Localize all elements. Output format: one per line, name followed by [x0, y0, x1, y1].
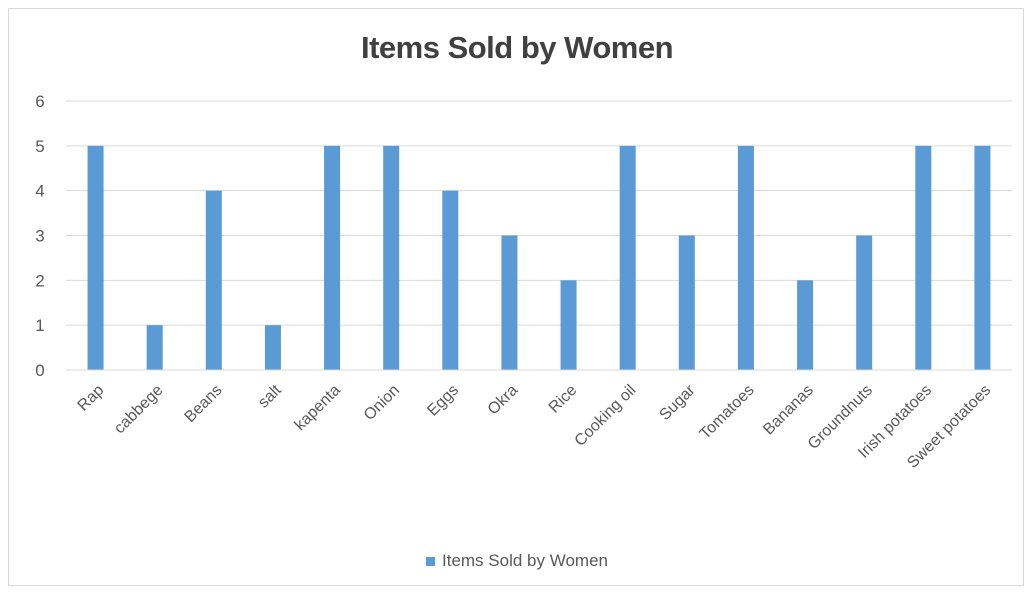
bar — [324, 145, 341, 370]
y-tick-label: 1 — [35, 316, 44, 335]
x-tick-label: salt — [255, 381, 285, 411]
y-tick-label: 0 — [35, 361, 44, 380]
y-tick-label: 3 — [35, 227, 44, 246]
x-tick-label: Rice — [546, 382, 581, 417]
bar — [146, 325, 163, 370]
bars — [87, 145, 991, 370]
bar — [619, 145, 636, 370]
y-tick-label: 2 — [35, 271, 44, 290]
y-tick-label: 6 — [35, 92, 44, 111]
x-axis-tick-labels: Rap cabbege Beans salt kapenta Onion Eggs Okra R… — [75, 381, 995, 471]
bar — [737, 145, 754, 370]
bar — [383, 145, 400, 370]
legend-label: Items Sold by Women — [442, 551, 608, 570]
y-tick-label: 4 — [35, 182, 44, 201]
bar — [797, 280, 814, 370]
x-tick-label: cabbege — [111, 382, 167, 438]
x-tick-label: Okra — [485, 382, 522, 419]
y-axis-tick-labels: 0 1 2 3 4 5 6 — [35, 92, 44, 380]
bar — [678, 235, 695, 370]
bar — [205, 190, 222, 370]
bar — [87, 145, 104, 370]
bar — [264, 325, 281, 370]
chart-title: Items Sold by Women — [360, 30, 674, 65]
bar — [442, 190, 459, 370]
bar — [501, 235, 518, 370]
x-tick-label: Rap — [75, 382, 108, 415]
legend: Items Sold by Women — [0, 551, 1034, 571]
y-tick-label: 5 — [35, 137, 44, 156]
x-tick-label: Eggs — [424, 382, 462, 420]
bar — [974, 145, 991, 370]
x-tick-label: Tomatoes — [697, 382, 758, 443]
bar — [856, 235, 873, 370]
x-tick-label: kapenta — [292, 382, 344, 434]
gridlines — [66, 100, 1012, 326]
x-tick-label: Bananas — [760, 382, 817, 439]
x-tick-label: Onion — [361, 382, 403, 424]
bar — [560, 280, 577, 370]
x-tick-label: Sugar — [656, 381, 699, 424]
bar — [915, 145, 932, 370]
x-tick-label: Beans — [182, 382, 226, 426]
x-tick-label: Cooking oil — [572, 382, 640, 450]
legend-swatch — [426, 556, 435, 566]
